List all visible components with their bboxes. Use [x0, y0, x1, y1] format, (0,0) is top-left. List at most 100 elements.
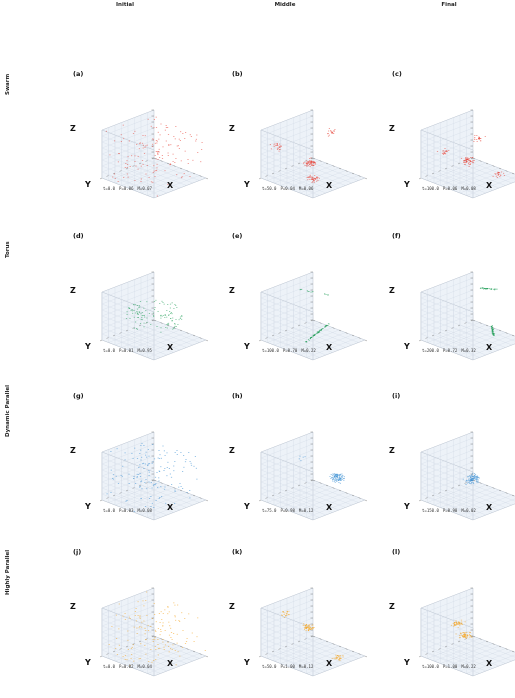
scatter-point — [176, 307, 177, 308]
scatter-point — [136, 628, 137, 629]
scatter-point — [134, 156, 135, 157]
scatter-point — [314, 178, 315, 179]
scatter-point — [144, 482, 145, 483]
scatter-point — [168, 145, 169, 146]
scatter-point — [196, 139, 197, 140]
scatter-point — [121, 135, 122, 136]
scatter-point — [333, 478, 334, 479]
scatter-point — [333, 130, 334, 131]
y-axis-label: Y — [404, 342, 410, 351]
scatter-point — [170, 313, 171, 314]
scatter-point — [474, 160, 475, 161]
scatter-point — [145, 600, 146, 601]
scatter-point — [492, 325, 493, 326]
scatter-point — [140, 486, 141, 487]
scatter-point — [492, 332, 493, 333]
z-axis-label: Z — [389, 446, 395, 455]
scatter-point — [140, 473, 141, 474]
scatter-point — [309, 161, 310, 162]
scatter-point — [337, 474, 338, 475]
scatter-point — [176, 665, 177, 666]
scatter-point — [161, 458, 162, 459]
scatter-point — [328, 131, 329, 132]
stat-t: t=75.0 — [262, 508, 276, 513]
x-axis-label: X — [167, 181, 173, 190]
scatter-point — [453, 623, 454, 624]
scatter-point — [309, 164, 310, 165]
scatter-point — [136, 311, 137, 312]
scatter-point — [153, 315, 154, 316]
scatter-point — [281, 146, 282, 147]
scatter-point — [474, 473, 475, 474]
scatter-point — [149, 472, 150, 473]
scatter-point — [310, 292, 311, 293]
scatter-point — [135, 166, 136, 167]
scatter-point — [312, 162, 313, 163]
scatter-point — [181, 315, 182, 316]
scatter-point — [467, 158, 468, 159]
scatter-point — [133, 645, 134, 646]
scatter-point — [492, 329, 493, 330]
scatter-point — [444, 148, 445, 149]
panel-label: (e) — [232, 232, 242, 240]
scatter-point — [282, 615, 283, 616]
scatter-point — [501, 172, 502, 173]
scatter-point — [182, 133, 183, 134]
scatter-point — [172, 649, 173, 650]
stat-p: P=0.06 — [443, 186, 457, 191]
scatter-point — [131, 156, 132, 157]
scatter-point — [169, 635, 170, 636]
scatter-point — [153, 172, 154, 173]
scatter-point — [503, 173, 504, 174]
scatter-point — [308, 626, 309, 627]
stat-m: M=0.95 — [138, 348, 152, 353]
scatter-point — [181, 319, 182, 320]
scatter-point — [279, 147, 280, 148]
scatter-point — [155, 630, 156, 631]
scatter-point — [485, 136, 486, 137]
scatter-point — [141, 498, 142, 499]
scatter-point — [334, 131, 335, 132]
scatter-point — [314, 175, 315, 176]
scatter-point — [332, 133, 333, 134]
scatter-point — [173, 136, 174, 137]
scatter-point — [166, 453, 167, 454]
scatter-point — [166, 127, 167, 128]
scatter-point — [134, 131, 135, 132]
scatter-point — [310, 339, 311, 340]
scatter-point — [133, 661, 134, 662]
scatter-point — [162, 626, 163, 627]
scatter-point — [342, 476, 343, 477]
scatter-point — [460, 637, 461, 638]
scatter-point — [338, 480, 339, 481]
scatter-point — [327, 294, 328, 295]
scatter-point — [466, 162, 467, 163]
scatter-point — [142, 135, 143, 136]
scatter-point — [155, 477, 156, 478]
scatter-point — [166, 476, 167, 477]
scatter-point — [313, 164, 314, 165]
scatter-point — [471, 482, 472, 483]
scatter-point — [310, 176, 311, 177]
scatter-point — [160, 622, 161, 623]
scatter-point — [142, 160, 143, 161]
scatter-point — [151, 182, 152, 183]
scatter-point — [288, 611, 289, 612]
scatter-point — [123, 125, 124, 126]
scatter-point — [339, 477, 340, 478]
scatter-point — [139, 143, 140, 144]
scatter-point — [459, 624, 460, 625]
scatter-point — [462, 633, 463, 634]
scatter-point — [128, 649, 129, 650]
scatter-point — [158, 450, 159, 451]
scatter-point — [146, 457, 147, 458]
scatter-point — [145, 479, 146, 480]
scatter-point — [125, 655, 126, 656]
scatter-point — [153, 639, 154, 640]
scatter-point — [466, 632, 467, 633]
scatter-point — [109, 155, 110, 156]
scatter-point — [157, 164, 158, 165]
scatter-point — [162, 155, 163, 156]
scatter-point — [157, 196, 158, 197]
panel-label: (c) — [392, 70, 402, 78]
